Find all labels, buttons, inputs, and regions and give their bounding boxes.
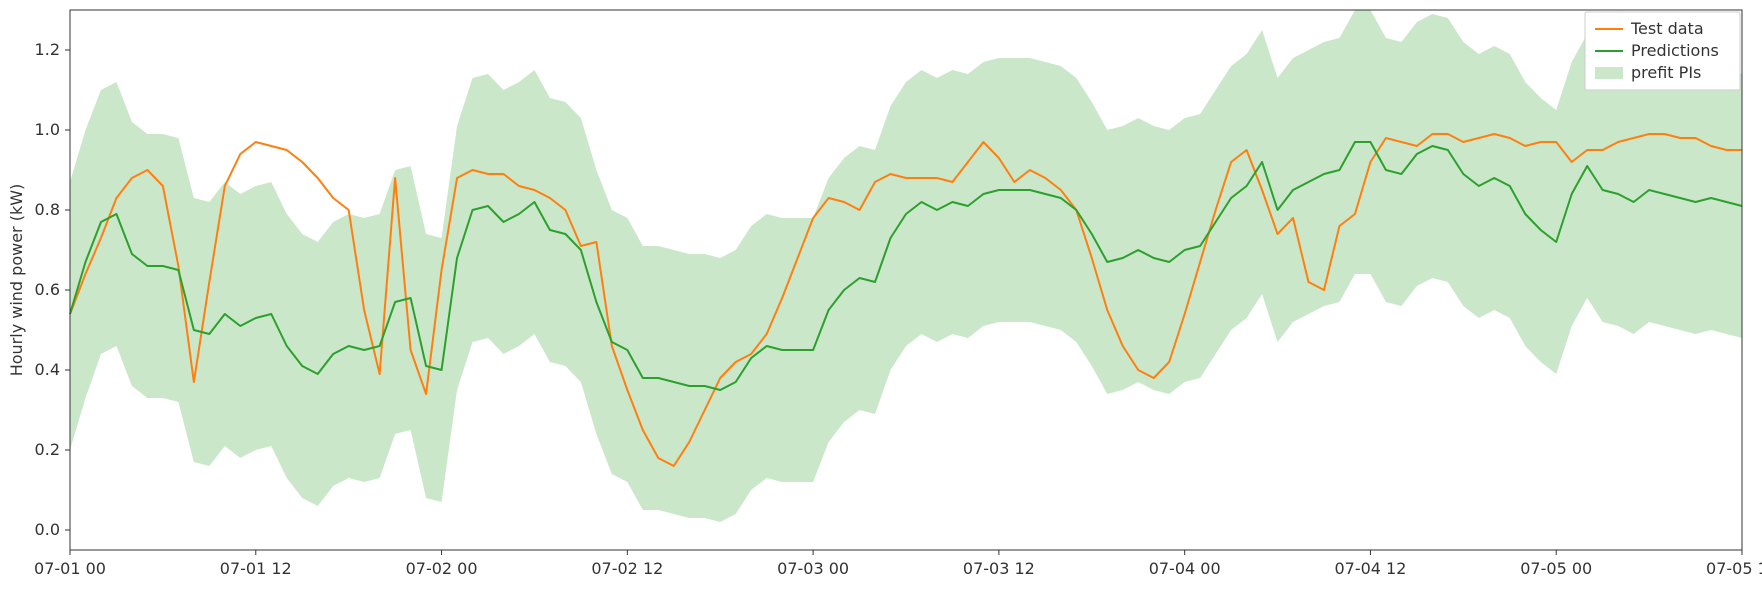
x-tick-label: 07-05 12 — [1706, 559, 1762, 578]
legend-swatch-patch — [1595, 67, 1623, 79]
legend: Test data Predictions prefit PIs — [1585, 12, 1740, 90]
y-tick-label: 1.2 — [35, 40, 60, 59]
y-tick-label: 0.0 — [35, 520, 60, 539]
legend-label: Test data — [1630, 19, 1704, 38]
x-tick-label: 07-05 00 — [1520, 559, 1592, 578]
x-tick-label: 07-02 00 — [406, 559, 478, 578]
x-tick-label: 07-04 12 — [1334, 559, 1406, 578]
x-tick-label: 07-01 00 — [34, 559, 106, 578]
y-tick-label: 0.2 — [35, 440, 60, 459]
x-tick-label: 07-01 12 — [220, 559, 292, 578]
wind-power-chart: 07-01 00 07-01 12 07-02 00 07-02 12 07-03 00… — [0, 0, 1762, 590]
legend-label: Predictions — [1631, 41, 1719, 60]
y-tick-label: 1.0 — [35, 120, 60, 139]
y-tick-label: 0.8 — [35, 200, 60, 219]
x-tick-label: 07-03 12 — [963, 559, 1035, 578]
y-tick-label: 0.6 — [35, 280, 60, 299]
y-axis-label: Hourly wind power (kW) — [7, 184, 26, 377]
x-tick-label: 07-02 12 — [591, 559, 663, 578]
legend-label: prefit PIs — [1631, 63, 1701, 82]
x-tick-label: 07-03 00 — [777, 559, 849, 578]
y-tick-label: 0.4 — [35, 360, 60, 379]
x-tick-label: 07-04 00 — [1149, 559, 1221, 578]
